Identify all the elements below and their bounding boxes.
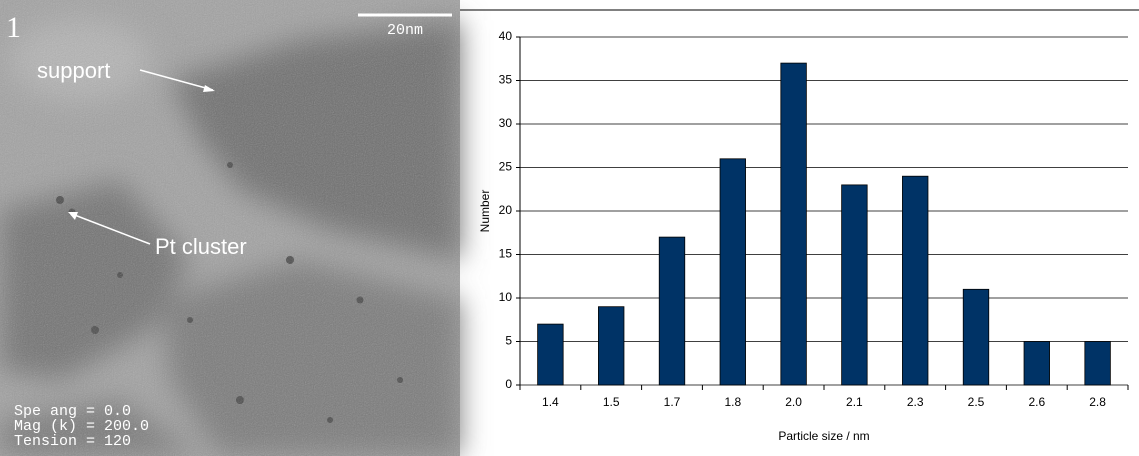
bar [537,323,564,386]
bar [902,175,929,386]
x-tick-label: 2.8 [1089,395,1106,409]
x-tick-label: 2.0 [785,395,802,409]
x-tick-label: 1.5 [603,395,620,409]
y-tick-label: 5 [505,334,512,348]
annotation: Pt cluster [155,234,247,259]
x-tick-label: 2.3 [907,395,924,409]
info-text: Spe ang = 0.0 [14,403,131,420]
y-tick-label: 10 [499,290,513,304]
bar [841,184,868,386]
x-axis-label: Particle size / nm [778,429,869,443]
y-tick-label: 40 [499,29,513,43]
bar [719,158,746,386]
x-tick-label: 1.4 [542,395,559,409]
bar [658,236,686,386]
info-text: Tension = 120 [14,433,131,450]
annotation: support [37,58,110,83]
x-tick-label: 2.6 [1028,395,1045,409]
y-tick-label: 30 [499,116,513,130]
info-text: Mag (k) = 200.0 [14,418,149,435]
bar [598,306,625,386]
y-axis-label: Number [478,190,492,233]
bar [1023,341,1050,386]
y-tick-label: 25 [499,160,513,174]
x-tick-label: 1.8 [724,395,741,409]
y-tick-label: 35 [499,73,513,87]
scale-bar-label: 20nm [387,22,423,39]
micrograph: 1 20nm support Pt cluster Spe ang = 0.0 … [0,0,460,456]
panel-label: 1 [6,11,21,44]
bar [780,62,807,386]
bar [1084,341,1111,386]
y-tick-label: 0 [505,377,512,391]
x-tick-label: 2.1 [846,395,863,409]
x-tick-label: 1.7 [664,395,681,409]
y-tick-label: 15 [499,247,513,261]
y-tick-label: 20 [499,203,513,217]
bar [962,288,990,386]
x-tick-label: 2.5 [968,395,985,409]
